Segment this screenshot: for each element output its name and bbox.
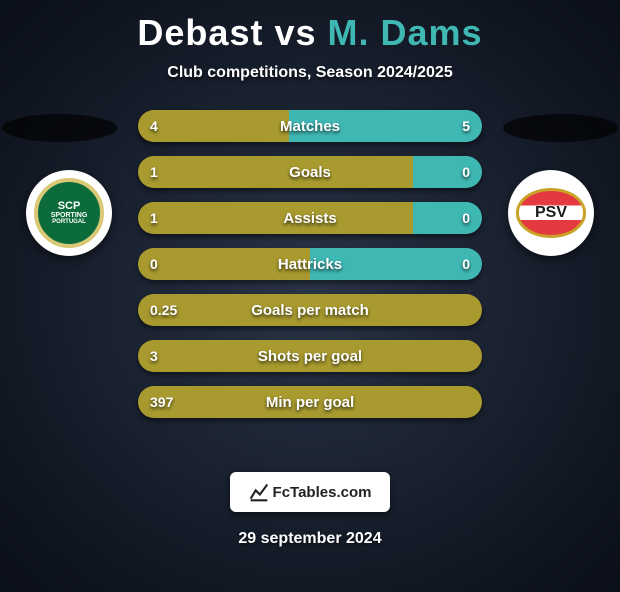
stat-row: Assists1 0 xyxy=(138,202,482,234)
stat-row: Matches4 5 xyxy=(138,110,482,142)
stat-label: Assists xyxy=(138,202,482,234)
stat-label: Matches xyxy=(138,110,482,142)
stat-value-left: 397 xyxy=(150,386,173,418)
sporting-badge: SCP SPORTING PORTUGAL xyxy=(34,178,104,248)
crest-right-text: PSV xyxy=(535,204,567,222)
stat-value-left: 0.25 xyxy=(150,294,177,326)
stat-row: Goals per match0.25 xyxy=(138,294,482,326)
stat-value-right: 0 xyxy=(462,202,470,234)
crest-left-mid: SPORTING xyxy=(51,212,88,219)
shadow-left xyxy=(2,114,117,142)
stat-value-right: 5 xyxy=(462,110,470,142)
crest-right: PSV xyxy=(508,170,594,256)
stat-label: Goals per match xyxy=(138,294,482,326)
stats-arena: SCP SPORTING PORTUGAL PSV Matches4 5 Goals… xyxy=(0,110,620,450)
crest-left-bot: PORTUGAL xyxy=(52,219,86,225)
chart-icon xyxy=(249,482,269,502)
stat-value-left: 1 xyxy=(150,156,158,188)
stat-value-left: 0 xyxy=(150,248,158,280)
comparison-title: Debast vs M. Dams xyxy=(0,12,620,54)
stat-value-left: 4 xyxy=(150,110,158,142)
psv-badge: PSV xyxy=(516,188,586,238)
subtitle: Club competitions, Season 2024/2025 xyxy=(0,64,620,82)
crest-left: SCP SPORTING PORTUGAL xyxy=(26,170,112,256)
shadow-right xyxy=(503,114,618,142)
stat-row: Min per goal397 xyxy=(138,386,482,418)
stat-row: Goals1 0 xyxy=(138,156,482,188)
date-text: 29 september 2024 xyxy=(0,530,620,548)
stat-value-left: 1 xyxy=(150,202,158,234)
stat-label: Goals xyxy=(138,156,482,188)
fctables-logo: FcTables.com xyxy=(230,472,390,512)
stat-label: Min per goal xyxy=(138,386,482,418)
fctables-text: FcTables.com xyxy=(273,484,372,501)
stat-label: Hattricks xyxy=(138,248,482,280)
stat-value-left: 3 xyxy=(150,340,158,372)
stat-value-right: 0 xyxy=(462,156,470,188)
crest-left-top: SCP xyxy=(58,201,81,212)
player1-name: Debast xyxy=(137,12,263,53)
stat-row: Hattricks0 0 xyxy=(138,248,482,280)
stat-label: Shots per goal xyxy=(138,340,482,372)
stat-bars: Matches45Goals10Assists10Hattricks00Goal… xyxy=(138,110,482,418)
stat-value-right: 0 xyxy=(462,248,470,280)
player2-name: M. Dams xyxy=(328,12,483,53)
stat-row: Shots per goal3 xyxy=(138,340,482,372)
vs-text: vs xyxy=(274,12,316,53)
